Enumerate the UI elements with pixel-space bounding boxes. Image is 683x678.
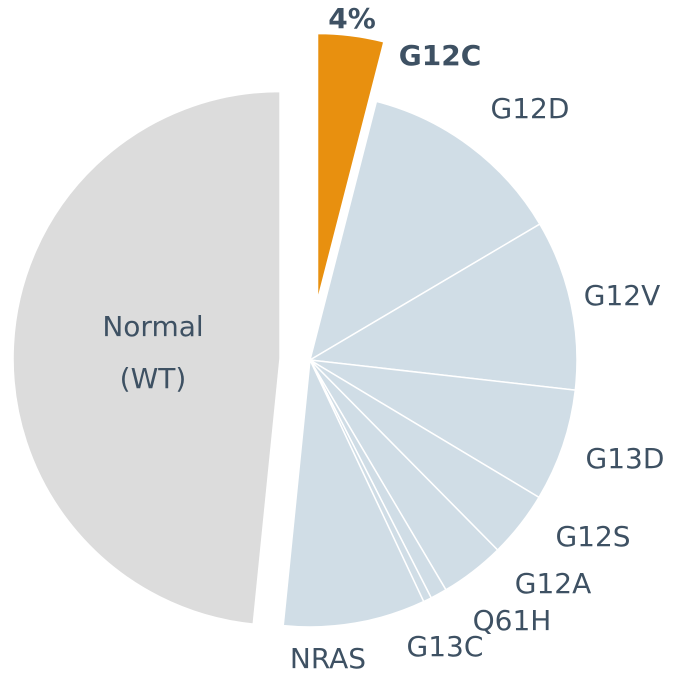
slice-label: G12A: [515, 567, 591, 600]
pie-slice: [307, 223, 578, 391]
slice-label: Normal (WT): [102, 310, 203, 395]
slice-label: G12V: [584, 279, 660, 312]
slice-label: NRAS: [290, 642, 366, 675]
slice-label: G13C: [407, 630, 484, 663]
slice-label: G13D: [586, 442, 665, 475]
slice-label: G12S: [555, 520, 630, 553]
pie-slice: [308, 100, 541, 362]
pie-slice: [12, 90, 281, 625]
pie-slice: [282, 357, 425, 628]
slice-label: Q61H: [473, 604, 552, 637]
slice-label: G12C: [399, 39, 482, 72]
pie-slice: [309, 359, 577, 499]
pie-slice: [316, 32, 385, 301]
slice-label: G12D: [491, 92, 570, 125]
value-label: 4%: [328, 2, 376, 35]
